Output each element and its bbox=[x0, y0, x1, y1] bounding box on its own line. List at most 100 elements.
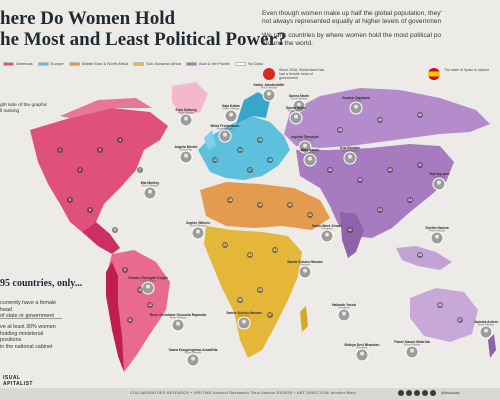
legend-swatch bbox=[185, 61, 197, 66]
legend-swatch bbox=[235, 61, 247, 66]
rank-number: 9 bbox=[124, 268, 126, 272]
rank-badge bbox=[147, 302, 153, 308]
leader-role: President bbox=[357, 345, 368, 349]
rank-number: 12 bbox=[148, 303, 152, 307]
rank-badge bbox=[77, 167, 83, 173]
legend-item: Middle East & North Africa bbox=[68, 61, 128, 66]
pinterest-icon[interactable] bbox=[430, 390, 436, 396]
rank-badge bbox=[267, 312, 273, 318]
linkedin-icon[interactable] bbox=[414, 390, 420, 396]
stat1-line1: currently have a female head bbox=[0, 300, 57, 313]
canada-north bbox=[60, 98, 152, 118]
leader-role: President bbox=[300, 262, 311, 266]
rank-badge bbox=[257, 202, 263, 208]
rank-badge bbox=[417, 252, 423, 258]
leader-name: Sahle-Work Zewde bbox=[312, 224, 342, 228]
rank-badge bbox=[347, 227, 353, 233]
leader-head-icon bbox=[267, 91, 271, 96]
leader-name: Fiamē Naomi Mata'afa bbox=[394, 340, 430, 344]
stat1-line2: of state or government bbox=[0, 313, 54, 320]
leader-name: Halimah Yacob bbox=[332, 303, 356, 307]
leader-name: Kaja Kallas bbox=[222, 104, 240, 108]
intro-p1-line1: Even though women make up half the globa… bbox=[262, 10, 442, 17]
rank-badge bbox=[377, 207, 383, 213]
rank-badge bbox=[247, 167, 253, 173]
rank-badge bbox=[247, 252, 253, 258]
leader-name: Saara Kuugongelwa-Amadhila bbox=[169, 348, 218, 352]
rank-badge bbox=[237, 147, 243, 153]
switzerland-flag-icon bbox=[263, 68, 275, 80]
instagram-icon[interactable] bbox=[422, 390, 428, 396]
leader-role: Prime Minister bbox=[342, 148, 359, 152]
legend-label: Europe bbox=[50, 61, 64, 66]
facebook-icon[interactable] bbox=[398, 390, 404, 396]
rank-number: 26 bbox=[238, 298, 242, 302]
rank-badge bbox=[227, 197, 233, 203]
rank-badge bbox=[57, 147, 63, 153]
leader-head-icon bbox=[229, 112, 233, 117]
leader-role: Prime Minister bbox=[404, 342, 421, 346]
legend-label: No Data bbox=[248, 61, 263, 66]
leader-head-icon bbox=[294, 114, 298, 119]
leader-name: Samia Suluhu Hassan bbox=[226, 311, 261, 315]
rank-number: 22 bbox=[223, 243, 227, 247]
leader-role: Prime Minister bbox=[190, 223, 207, 227]
leader-head-icon bbox=[354, 104, 358, 109]
leader-head-icon bbox=[148, 189, 152, 194]
legend-label: Americas bbox=[16, 61, 33, 66]
legend-label: Sub-Saharan Africa bbox=[146, 61, 181, 66]
leader-role: President bbox=[351, 98, 362, 102]
greenland-landmass bbox=[172, 82, 208, 116]
rank-number: 14 bbox=[238, 148, 242, 152]
leader-role: Prime Minister bbox=[478, 322, 495, 326]
leader-name: Erna Solberg bbox=[175, 108, 196, 112]
rank-number: 18 bbox=[228, 198, 232, 202]
rank-badge bbox=[417, 112, 423, 118]
leader-name: Bidhya Devi Bhandari bbox=[344, 343, 379, 347]
rank-number: 34 bbox=[408, 198, 412, 202]
rank-badge bbox=[257, 287, 263, 293]
legend-swatch bbox=[68, 61, 80, 66]
rank-number: 33 bbox=[378, 208, 382, 212]
leader-name: Samia Suluhu Hassan bbox=[287, 260, 322, 264]
rank-badge bbox=[387, 167, 393, 173]
mena-landmass bbox=[200, 182, 330, 230]
rank-number: 24 bbox=[273, 248, 277, 252]
leader-name: Ingrida Šimonytė bbox=[291, 134, 319, 139]
stat-female-heads: currently have a female head of state or… bbox=[0, 300, 62, 320]
leader-head-icon bbox=[342, 311, 346, 316]
rank-number: 36 bbox=[438, 303, 442, 307]
leader-name: Sheikh Hasina bbox=[425, 226, 448, 230]
rank-number: 16 bbox=[268, 158, 272, 162]
rank-badge bbox=[357, 177, 363, 183]
scandinavia-landmass bbox=[236, 92, 270, 124]
social-links: @visualcap bbox=[398, 390, 460, 396]
rank-number: 32 bbox=[348, 228, 352, 232]
brand-line1: ISUAL bbox=[3, 375, 21, 381]
leader-head-icon bbox=[242, 319, 246, 324]
stat-ministerial: ve at least 30% women holding ministeria… bbox=[0, 324, 62, 350]
north-america-landmass bbox=[30, 108, 168, 232]
leader-role: Prime Minister bbox=[140, 278, 157, 282]
andes-strip bbox=[106, 262, 124, 372]
twitter-icon[interactable] bbox=[406, 390, 412, 396]
leader-role: Prime Minister bbox=[291, 96, 308, 100]
leader-name: Katrín Jakobsdóttir bbox=[253, 83, 285, 87]
leader-role: President bbox=[239, 313, 250, 317]
social-handle[interactable]: @visualcap bbox=[441, 391, 460, 395]
legend-swatch bbox=[133, 61, 145, 66]
intro-paragraph-1: Even though women make up half the globa… bbox=[262, 10, 500, 27]
sub-saharan-africa-landmass bbox=[204, 226, 302, 358]
rank-badge bbox=[137, 167, 143, 173]
footer-bar bbox=[0, 388, 500, 400]
